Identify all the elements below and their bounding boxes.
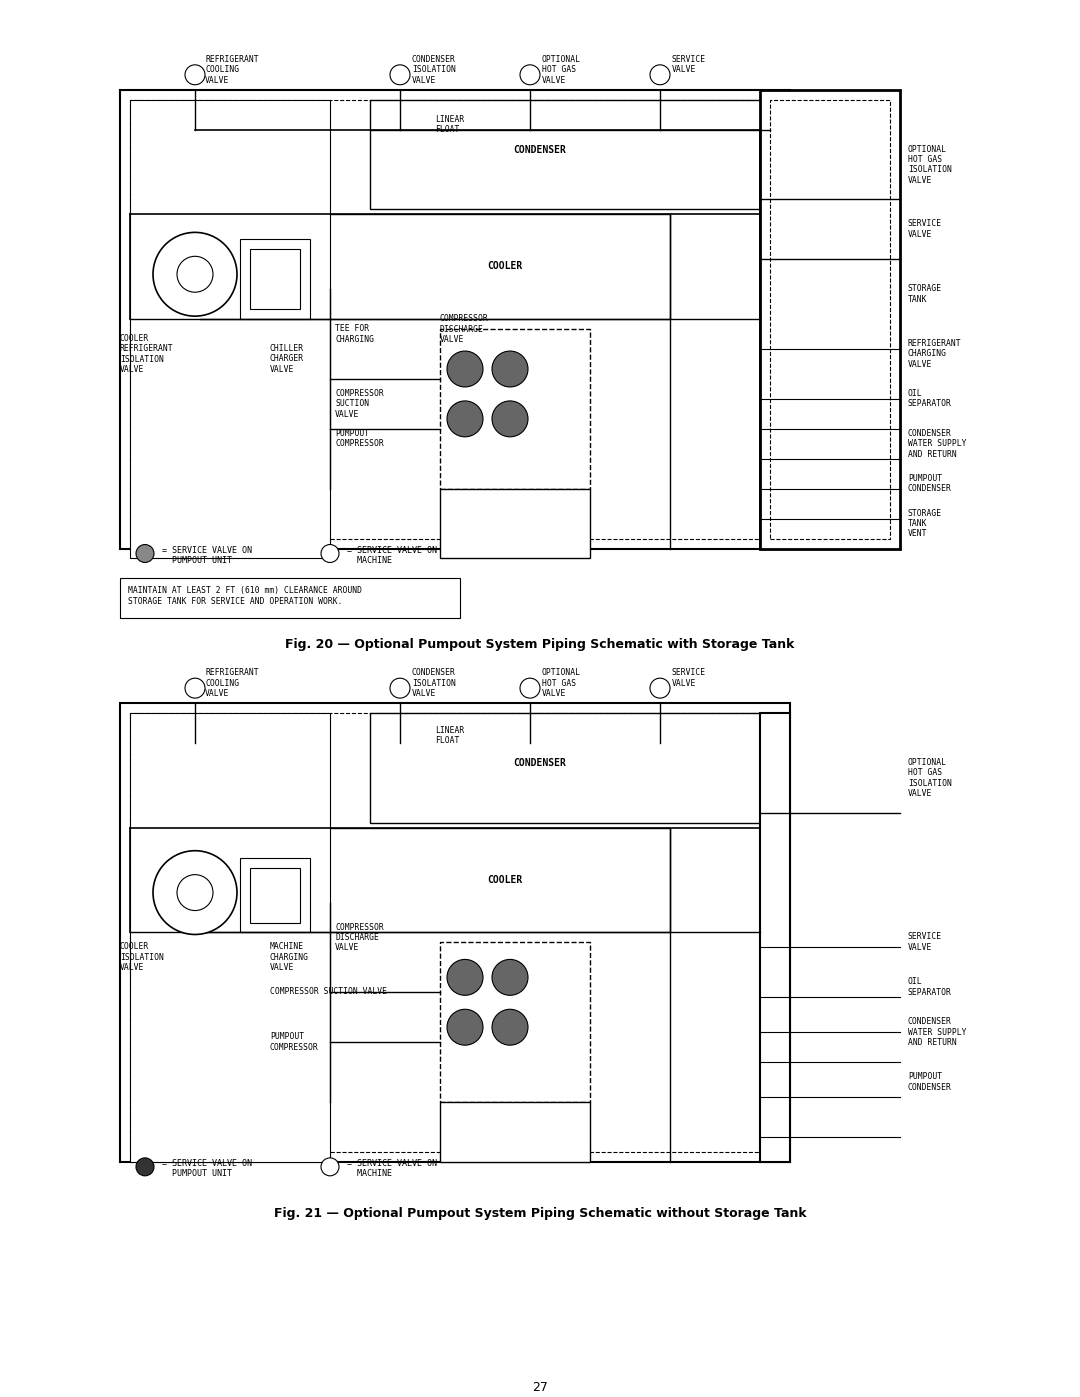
- Circle shape: [136, 545, 154, 563]
- Text: TEE FOR
CHARGING: TEE FOR CHARGING: [335, 324, 374, 344]
- Circle shape: [447, 401, 483, 437]
- Circle shape: [650, 678, 670, 698]
- Text: = SERVICE VALVE ON
  PUMPOUT UNIT: = SERVICE VALVE ON PUMPOUT UNIT: [162, 545, 252, 564]
- Text: MAINTAIN AT LEAST 2 FT (610 mm) CLEARANCE AROUND
STORAGE TANK FOR SERVICE AND OP: MAINTAIN AT LEAST 2 FT (610 mm) CLEARANC…: [129, 587, 362, 606]
- Text: Fig. 20 — Optional Pumpout System Piping Schematic with Storage Tank: Fig. 20 — Optional Pumpout System Piping…: [285, 638, 795, 651]
- Bar: [130, 712, 780, 1153]
- Circle shape: [390, 64, 410, 85]
- Text: PUMPOUT
COMPRESSOR: PUMPOUT COMPRESSOR: [335, 429, 383, 448]
- Circle shape: [447, 1009, 483, 1045]
- Bar: [770, 99, 890, 539]
- Circle shape: [321, 1158, 339, 1176]
- Text: COMPRESSOR
DISCHARGE
VALVE: COMPRESSOR DISCHARGE VALVE: [440, 314, 489, 344]
- Bar: [760, 712, 789, 1162]
- Text: SERVICE
VALVE: SERVICE VALVE: [672, 668, 706, 687]
- Bar: [760, 89, 900, 549]
- Bar: [240, 239, 310, 319]
- Bar: [370, 712, 770, 823]
- Circle shape: [519, 678, 540, 698]
- Text: LINEAR
FLOAT: LINEAR FLOAT: [435, 115, 464, 134]
- Text: COOLER
ISOLATION
VALVE: COOLER ISOLATION VALVE: [120, 943, 164, 972]
- Circle shape: [185, 64, 205, 85]
- Bar: [440, 1102, 590, 1162]
- Circle shape: [153, 232, 237, 316]
- Circle shape: [321, 545, 339, 563]
- Bar: [130, 99, 330, 559]
- Text: = SERVICE VALVE ON
  MACHINE: = SERVICE VALVE ON MACHINE: [347, 1160, 437, 1178]
- Bar: [440, 943, 590, 1102]
- Circle shape: [177, 256, 213, 292]
- Text: COMPRESSOR SUCTION VALVE: COMPRESSOR SUCTION VALVE: [270, 988, 387, 996]
- Text: CONDENSER
WATER SUPPLY
AND RETURN: CONDENSER WATER SUPPLY AND RETURN: [908, 429, 967, 458]
- Text: 27: 27: [532, 1382, 548, 1394]
- Circle shape: [492, 960, 528, 995]
- Bar: [120, 578, 460, 619]
- Text: COOLER: COOLER: [487, 261, 523, 271]
- Text: PUMPOUT
CONDENSER: PUMPOUT CONDENSER: [908, 1071, 951, 1091]
- Bar: [249, 249, 300, 309]
- Circle shape: [650, 64, 670, 85]
- Bar: [120, 89, 789, 549]
- Text: OPTIONAL
HOT GAS
VALVE: OPTIONAL HOT GAS VALVE: [542, 54, 581, 85]
- Text: SERVICE
VALVE: SERVICE VALVE: [908, 932, 942, 951]
- Text: COMPRESSOR
SUCTION
VALVE: COMPRESSOR SUCTION VALVE: [335, 388, 383, 419]
- Circle shape: [492, 401, 528, 437]
- Text: OIL
SEPARATOR: OIL SEPARATOR: [908, 388, 951, 408]
- Text: CONDENSER: CONDENSER: [514, 145, 566, 155]
- Text: STORAGE
TANK: STORAGE TANK: [908, 284, 942, 303]
- Text: Fig. 21 — Optional Pumpout System Piping Schematic without Storage Tank: Fig. 21 — Optional Pumpout System Piping…: [273, 1207, 807, 1220]
- Bar: [440, 489, 590, 559]
- Text: PUMPOUT
COMPRESSOR: PUMPOUT COMPRESSOR: [270, 1032, 319, 1052]
- Bar: [200, 828, 670, 932]
- Text: SERVICE
VALVE: SERVICE VALVE: [908, 219, 942, 239]
- Text: STORAGE
TANK
VENT: STORAGE TANK VENT: [908, 509, 942, 538]
- Text: LINEAR
FLOAT: LINEAR FLOAT: [435, 726, 464, 746]
- Text: MACHINE
CHARGING
VALVE: MACHINE CHARGING VALVE: [270, 943, 309, 972]
- Bar: [130, 712, 330, 1162]
- Bar: [120, 703, 789, 1162]
- Circle shape: [177, 875, 213, 911]
- Bar: [130, 99, 780, 539]
- Text: REFRIGERANT
COOLING
VALVE: REFRIGERANT COOLING VALVE: [205, 54, 258, 85]
- Circle shape: [447, 351, 483, 387]
- Bar: [249, 868, 300, 922]
- Bar: [240, 858, 310, 932]
- Circle shape: [390, 678, 410, 698]
- Circle shape: [136, 1158, 154, 1176]
- Text: = SERVICE VALVE ON
  MACHINE: = SERVICE VALVE ON MACHINE: [347, 545, 437, 564]
- Text: COOLER: COOLER: [487, 875, 523, 884]
- Bar: [370, 99, 770, 210]
- Text: PUMPOUT
CONDENSER: PUMPOUT CONDENSER: [908, 474, 951, 493]
- Text: CONDENSER
ISOLATION
VALVE: CONDENSER ISOLATION VALVE: [411, 668, 456, 698]
- Text: OPTIONAL
HOT GAS
ISOLATION
VALVE: OPTIONAL HOT GAS ISOLATION VALVE: [908, 759, 951, 798]
- Bar: [200, 214, 670, 319]
- Text: OIL
SEPARATOR: OIL SEPARATOR: [908, 978, 951, 997]
- Text: CONDENSER
WATER SUPPLY
AND RETURN: CONDENSER WATER SUPPLY AND RETURN: [908, 1017, 967, 1048]
- Text: REFRIGERANT
CHARGING
VALVE: REFRIGERANT CHARGING VALVE: [908, 339, 961, 369]
- Circle shape: [492, 1009, 528, 1045]
- Text: CHILLER
CHARGER
VALVE: CHILLER CHARGER VALVE: [270, 344, 305, 374]
- Bar: [440, 330, 590, 489]
- Text: = SERVICE VALVE ON
  PUMPOUT UNIT: = SERVICE VALVE ON PUMPOUT UNIT: [162, 1160, 252, 1178]
- Text: OPTIONAL
HOT GAS
VALVE: OPTIONAL HOT GAS VALVE: [542, 668, 581, 698]
- Text: COOLER
REFRIGERANT
ISOLATION
VALVE: COOLER REFRIGERANT ISOLATION VALVE: [120, 334, 174, 374]
- Text: CONDENSER
ISOLATION
VALVE: CONDENSER ISOLATION VALVE: [411, 54, 456, 85]
- Text: COMPRESSOR
DISCHARGE
VALVE: COMPRESSOR DISCHARGE VALVE: [335, 922, 383, 953]
- Text: REFRIGERANT
COOLING
VALVE: REFRIGERANT COOLING VALVE: [205, 668, 258, 698]
- Text: SERVICE
VALVE: SERVICE VALVE: [672, 54, 706, 74]
- Circle shape: [153, 851, 237, 935]
- Circle shape: [519, 64, 540, 85]
- Text: CONDENSER: CONDENSER: [514, 759, 566, 768]
- Circle shape: [185, 678, 205, 698]
- Text: OPTIONAL
HOT GAS
ISOLATION
VALVE: OPTIONAL HOT GAS ISOLATION VALVE: [908, 145, 951, 184]
- Circle shape: [492, 351, 528, 387]
- Circle shape: [447, 960, 483, 995]
